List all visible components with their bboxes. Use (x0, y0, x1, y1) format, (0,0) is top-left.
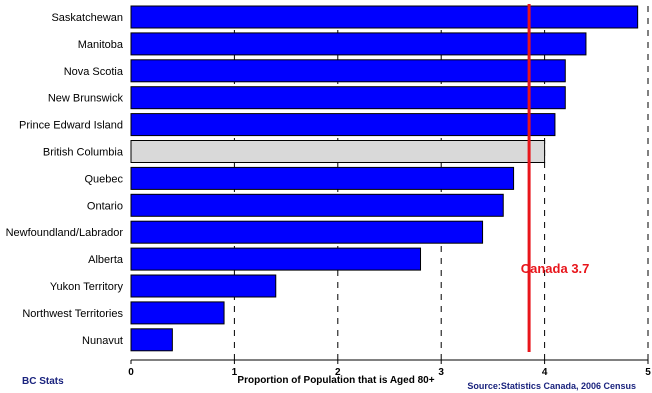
bar-nunavut (130, 328, 173, 352)
bar-nova-scotia (130, 59, 566, 83)
category-label-british-columbia: British Columbia (43, 147, 124, 159)
category-label-saskatchewan: Saskatchewan (51, 12, 123, 24)
bar-new-brunswick (130, 86, 566, 110)
bar-yukon-territory (130, 274, 277, 298)
category-label-nunavut: Nunavut (82, 335, 123, 347)
tick-label-5: 5 (645, 367, 651, 378)
category-label-yukon-territory: Yukon Territory (50, 281, 124, 293)
category-label-quebec: Quebec (84, 173, 123, 185)
category-label-manitoba: Manitoba (78, 39, 124, 51)
bar-newfoundland-labrador (130, 220, 484, 244)
x-axis-ticks: 0 1 2 3 4 5 (128, 360, 651, 378)
category-label-nova-scotia: Nova Scotia (64, 66, 124, 78)
category-label-ontario: Ontario (87, 200, 123, 212)
category-label-newfoundland-labrador: Newfoundland/Labrador (6, 227, 124, 239)
bar-british-columbia (130, 140, 546, 163)
category-label-northwest-territories: Northwest Territories (22, 308, 123, 320)
tick-label-1: 1 (232, 367, 238, 378)
canada-reference-label: Canada 3.7 (521, 261, 590, 276)
tick-label-3: 3 (438, 367, 444, 378)
bar-quebec (130, 166, 515, 190)
category-label-alberta: Alberta (88, 254, 124, 266)
bar-northwest-territories (130, 301, 225, 325)
tick-label-4: 4 (542, 367, 548, 378)
tick-label-0: 0 (128, 367, 134, 378)
bars (130, 5, 639, 352)
bar-prince-edward-island (130, 113, 556, 137)
footer-source: Source:Statistics Canada, 2006 Census (467, 381, 636, 391)
x-axis-title: Proportion of Population that is Aged 80… (237, 375, 434, 386)
footer-bc-stats: BC Stats (22, 376, 64, 387)
category-label-prince-edward-island: Prince Edward Island (19, 120, 123, 132)
tick-label-2: 2 (335, 367, 341, 378)
bar-manitoba (130, 32, 587, 56)
bar-saskatchewan (130, 5, 639, 29)
bar-alberta (130, 247, 422, 271)
category-labels: Saskatchewan Manitoba Nova Scotia New Bruns… (6, 12, 124, 347)
bar-ontario (130, 193, 504, 217)
category-label-new-brunswick: New Brunswick (48, 93, 124, 105)
